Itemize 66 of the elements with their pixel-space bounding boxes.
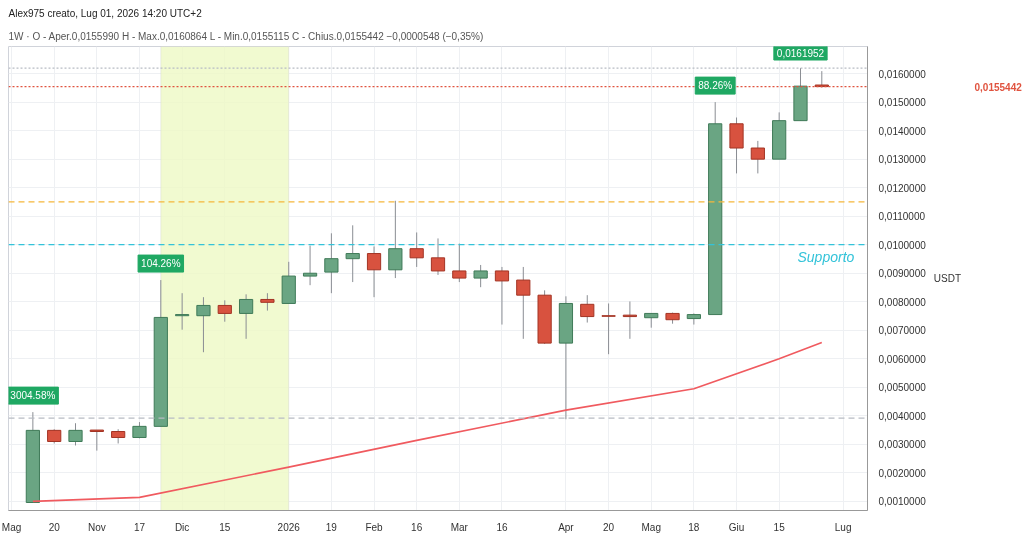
y-tick-label: 0,0040000 <box>878 410 927 422</box>
x-tick-label: 19 <box>325 521 338 533</box>
candlestick <box>452 243 467 283</box>
ref-line-label: 0,0155442 <box>974 81 1023 93</box>
x-tick-label: 17 <box>133 521 146 533</box>
x-tick-label: Apr <box>558 521 575 533</box>
y-tick-label: 0,0050000 <box>878 382 927 394</box>
candlestick <box>324 232 339 294</box>
candlestick <box>494 266 510 326</box>
y-tick-label: 0,0070000 <box>878 325 927 337</box>
candlestick <box>622 300 638 340</box>
candlestick <box>238 293 254 340</box>
x-tick-label: 16 <box>411 521 423 533</box>
candlestick <box>196 296 211 353</box>
annotation: 3004.58% <box>10 390 56 402</box>
candlestick <box>516 266 531 340</box>
x-tick-label: Giu <box>728 521 745 533</box>
y-tick-label: 0,0060000 <box>878 353 927 365</box>
annotation: 0,0161952 <box>776 48 825 60</box>
y-tick-label: 0,0010000 <box>878 496 927 508</box>
x-tick-label: Mar <box>450 521 469 533</box>
chart-subtitle: 1W · O - Aper.0,0155990 H - Max.0,0160864 L - Min.0,0155115 C - Chius.0,0155442 −0,0000548 (−0,35%) <box>8 30 484 42</box>
candlestick <box>217 299 232 323</box>
candlestick <box>686 312 701 326</box>
candlestick <box>388 200 403 279</box>
annotation: 88.26% <box>698 80 733 92</box>
y-tick-label: 0,0090000 <box>878 268 927 280</box>
y-tick-label: 0,0020000 <box>878 467 927 479</box>
x-tick-label: 15 <box>219 521 231 533</box>
x-tick-label: Dic <box>174 521 190 533</box>
candlestick <box>750 140 765 174</box>
x-tick-label: Nov <box>87 521 106 533</box>
x-tick-label: 16 <box>496 521 508 533</box>
x-tick-label: Lug <box>834 521 852 533</box>
x-tick-label: 15 <box>773 521 786 533</box>
candlestick <box>409 231 424 268</box>
y-axis-title: USDT <box>933 273 961 284</box>
candlestick <box>175 292 190 331</box>
x-tick-label: 2026 <box>277 521 301 533</box>
x-tick-label: 20 <box>48 521 61 533</box>
candlestick <box>366 245 382 298</box>
y-tick-label: 0,0130000 <box>878 154 927 166</box>
candlestick <box>89 429 104 452</box>
x-tick-label: Feb <box>365 521 384 533</box>
candlestick <box>68 422 83 446</box>
y-tick-label: 0,0080000 <box>878 296 927 308</box>
y-tick-label: 0,0150000 <box>878 97 927 109</box>
x-tick-label: Mag <box>641 521 661 533</box>
y-tick-label: 0,0120000 <box>878 182 927 194</box>
candlestick <box>580 294 595 324</box>
y-tick-label: 0,0160000 <box>878 68 927 80</box>
annotation: 104.26% <box>141 258 181 270</box>
ref-line-label: Supporto <box>797 248 855 265</box>
candlestick <box>302 245 318 286</box>
candlestick <box>473 264 488 288</box>
y-tick-label: 0,0100000 <box>878 239 927 251</box>
candlestick <box>601 302 616 355</box>
x-tick-label: Mag <box>1 521 22 533</box>
y-tick-label: 0,0030000 <box>878 439 927 451</box>
y-tick-label: 0,0140000 <box>878 125 927 137</box>
x-tick-label: 18 <box>688 521 700 533</box>
chart-title: Alex975 creato, Lug 01, 2026 14:20 UTC+2 <box>8 7 203 19</box>
candlestick <box>430 237 446 276</box>
x-tick-label: 20 <box>603 521 615 533</box>
y-tick-label: 0,0110000 <box>878 211 926 223</box>
candlestick <box>345 224 360 283</box>
